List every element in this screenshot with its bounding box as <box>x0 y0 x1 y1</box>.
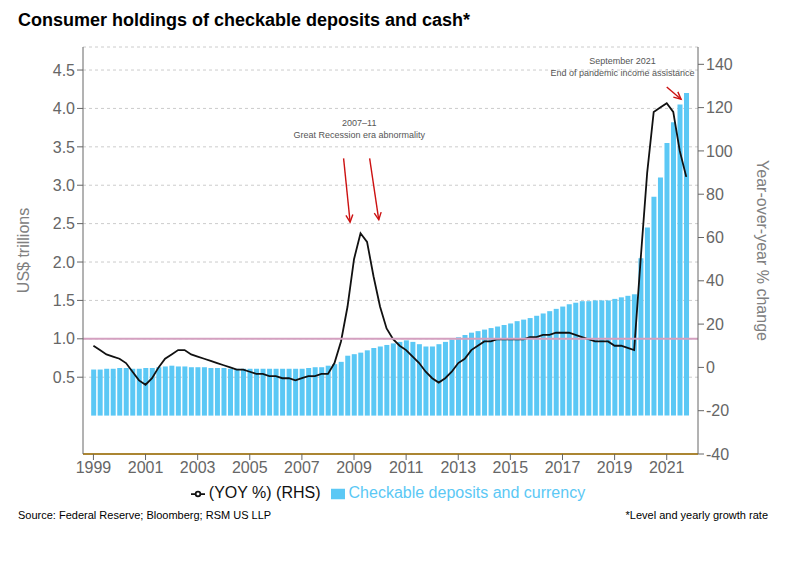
svg-text:120: 120 <box>706 99 733 116</box>
svg-text:2009: 2009 <box>336 459 372 476</box>
svg-text:140: 140 <box>706 56 733 73</box>
html-text:Checkable deposits and currenc: Checkable deposits and currency <box>348 484 586 501</box>
svg-text:2.5: 2.5 <box>53 215 75 232</box>
svg-text:3.0: 3.0 <box>53 177 75 194</box>
svg-text:80: 80 <box>706 186 724 203</box>
svg-text:4.5: 4.5 <box>53 62 75 79</box>
svg-text:60: 60 <box>706 229 724 246</box>
svg-text:1.0: 1.0 <box>53 330 75 347</box>
svg-text:2007–11Great Recession era abn: 2007–11Great Recession era abnormality <box>293 118 425 140</box>
svg-text:1.5: 1.5 <box>53 292 75 309</box>
svg-text:-40: -40 <box>706 446 729 463</box>
svg-text:2005: 2005 <box>232 459 268 476</box>
svg-text:US$ trillions: US$ trillions <box>15 208 32 293</box>
svg-text:2019: 2019 <box>597 459 633 476</box>
svg-text:2.0: 2.0 <box>53 254 75 271</box>
svg-text:2001: 2001 <box>128 459 164 476</box>
svg-text:0.5: 0.5 <box>53 369 75 386</box>
svg-text:2003: 2003 <box>180 459 216 476</box>
svg-text:2017: 2017 <box>545 459 581 476</box>
html-text:(YOY %) (RHS): (YOY %) (RHS) <box>208 484 321 501</box>
svg-text:2013: 2013 <box>440 459 476 476</box>
svg-text:100: 100 <box>706 143 733 160</box>
svg-text:2011: 2011 <box>389 459 424 476</box>
html-text:Source: Federal Reserve; Bloom: Source: Federal Reserve; Bloomberg; RSM … <box>18 509 272 521</box>
svg-text:2007: 2007 <box>284 459 320 476</box>
svg-text:40: 40 <box>706 272 724 289</box>
svg-text:4.0: 4.0 <box>53 100 75 117</box>
html-text:*Level and yearly growth rate: *Level and yearly growth rate <box>625 509 768 521</box>
svg-text:2021: 2021 <box>649 459 685 476</box>
svg-text:20: 20 <box>706 316 724 333</box>
svg-text:-20: -20 <box>706 402 729 419</box>
svg-text:0: 0 <box>706 359 715 376</box>
svg-text:September 2021End of pandemic: September 2021End of pandemic income ass… <box>550 56 694 78</box>
svg-text:Year-over-year % change: Year-over-year % change <box>754 160 771 341</box>
svg-text:1999: 1999 <box>76 459 112 476</box>
svg-text:3.5: 3.5 <box>53 139 75 156</box>
html-text:Consumer holdings of checkable: Consumer holdings of checkable deposits … <box>18 10 471 30</box>
svg-text:2015: 2015 <box>493 459 529 476</box>
